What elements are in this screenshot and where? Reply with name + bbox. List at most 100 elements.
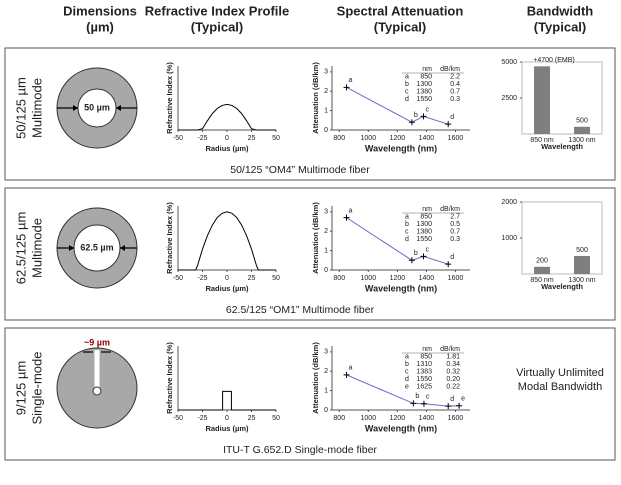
column-header: (Typical): [374, 19, 427, 34]
table-nm: 850: [420, 73, 432, 80]
y-axis-label: Attenuation (dB/km): [311, 62, 320, 134]
y-tick-label: 1: [324, 387, 328, 394]
point: [410, 400, 417, 407]
table-db: 0.3: [450, 96, 460, 103]
attenuation-curve: [346, 86, 449, 125]
table-db: 1.81: [446, 353, 460, 360]
x-tick-label: 1300 nm: [568, 277, 595, 284]
core-label: ~9 µm: [84, 337, 110, 347]
data-label: +4700 (EMB): [533, 57, 574, 64]
x-tick-label: 1400: [419, 415, 435, 422]
x-tick-label: 1600: [448, 275, 464, 282]
x-tick-label: 1000: [361, 415, 377, 422]
point: [420, 400, 427, 407]
y-tick-label: 2: [324, 88, 328, 95]
point-letter: a: [349, 365, 353, 372]
bandwidth-note: Virtually Unlimited: [516, 367, 604, 379]
table-letter: a: [405, 73, 409, 80]
point-letter: b: [414, 250, 418, 257]
table-db: 0.7: [450, 228, 460, 235]
x-axis-label: Wavelength (nm): [365, 283, 437, 293]
table-db: 2.2: [450, 73, 460, 80]
point: [343, 371, 350, 378]
table-header: nm: [422, 346, 432, 353]
point-letter: c: [426, 394, 430, 401]
x-tick-label: -50: [173, 275, 183, 282]
core-label: 62.5 µm: [80, 242, 113, 252]
table-letter: a: [405, 213, 409, 220]
row-label: Multimode: [29, 78, 44, 138]
table-nm: 1550: [416, 376, 432, 383]
y-tick-label: 1: [324, 107, 328, 114]
table-letter: a: [405, 353, 409, 360]
bar: [534, 66, 550, 134]
x-tick-label: 800: [333, 415, 345, 422]
x-axis-label: Wavelength: [541, 142, 583, 151]
row-label: 62.5/125 µm: [13, 212, 28, 285]
row-box: [4, 47, 616, 181]
arrow-head: [116, 105, 121, 111]
x-tick-label: 1000: [361, 275, 377, 282]
table-header: nm: [422, 206, 432, 213]
y-tick-label: 1000: [501, 235, 517, 242]
x-tick-label: 1400: [419, 275, 435, 282]
x-tick-label: 1000: [361, 135, 377, 142]
y-tick-label: 1: [324, 247, 328, 254]
table-db: 0.3: [450, 236, 460, 243]
table-letter: d: [405, 376, 409, 383]
x-tick-label: -25: [197, 415, 207, 422]
data-label: 500: [576, 118, 588, 125]
x-tick-label: 1400: [419, 135, 435, 142]
table-db: 0.5: [450, 221, 460, 228]
point: [445, 121, 452, 128]
table-nm: 1383: [416, 368, 432, 375]
y-tick-label: 3: [324, 349, 328, 356]
table-db: 0.32: [446, 368, 460, 375]
column-header: Dimensions: [63, 3, 137, 18]
x-axis-label: Wavelength (nm): [365, 423, 437, 433]
attenuation-curve: [346, 217, 449, 265]
table-letter: d: [405, 236, 409, 243]
point-letter: b: [414, 112, 418, 119]
table-letter: d: [405, 96, 409, 103]
bar: [574, 256, 590, 274]
y-tick-label: 3: [324, 69, 328, 76]
table-nm: 1625: [416, 383, 432, 390]
y-tick-label: 2000: [501, 199, 517, 206]
x-tick-label: 850 nm: [530, 277, 554, 284]
x-tick-label: 0: [225, 135, 229, 142]
row-label: 9/125 µm: [13, 361, 28, 415]
table-header: nm: [422, 66, 432, 73]
point: [445, 403, 452, 410]
y-tick-label: 2: [324, 368, 328, 375]
x-tick-label: -25: [197, 275, 207, 282]
column-header: (µm): [86, 19, 114, 34]
arrow-head: [73, 105, 78, 111]
caption: ITU-T G.652.D Single-mode fiber: [223, 444, 377, 456]
data-label: 200: [536, 258, 548, 265]
x-tick-label: 25: [248, 415, 256, 422]
x-tick-label: -50: [173, 415, 183, 422]
x-tick-label: 1600: [448, 415, 464, 422]
row-label: Single-mode: [29, 352, 44, 425]
y-tick-label: 5000: [501, 59, 517, 66]
y-tick-label: 2: [324, 228, 328, 235]
row-box: [4, 327, 616, 461]
table-header: dB/km: [440, 346, 460, 353]
point-letter: d: [450, 114, 454, 121]
attenuation-curve: [346, 374, 460, 407]
x-axis-label: Radius (µm): [205, 144, 249, 153]
table-letter: b: [405, 361, 409, 368]
point: [445, 261, 452, 268]
point: [420, 253, 427, 260]
y-tick-label: 0: [324, 267, 328, 274]
y-axis-label: Refractive Index (%): [165, 342, 174, 414]
point-letter: c: [426, 246, 430, 253]
y-tick-label: 2500: [501, 95, 517, 102]
table-db: 0.4: [450, 81, 460, 88]
table-letter: b: [405, 81, 409, 88]
row-label: 50/125 µm: [13, 77, 28, 139]
point-letter: c: [426, 106, 430, 113]
table-nm: 1310: [416, 361, 432, 368]
